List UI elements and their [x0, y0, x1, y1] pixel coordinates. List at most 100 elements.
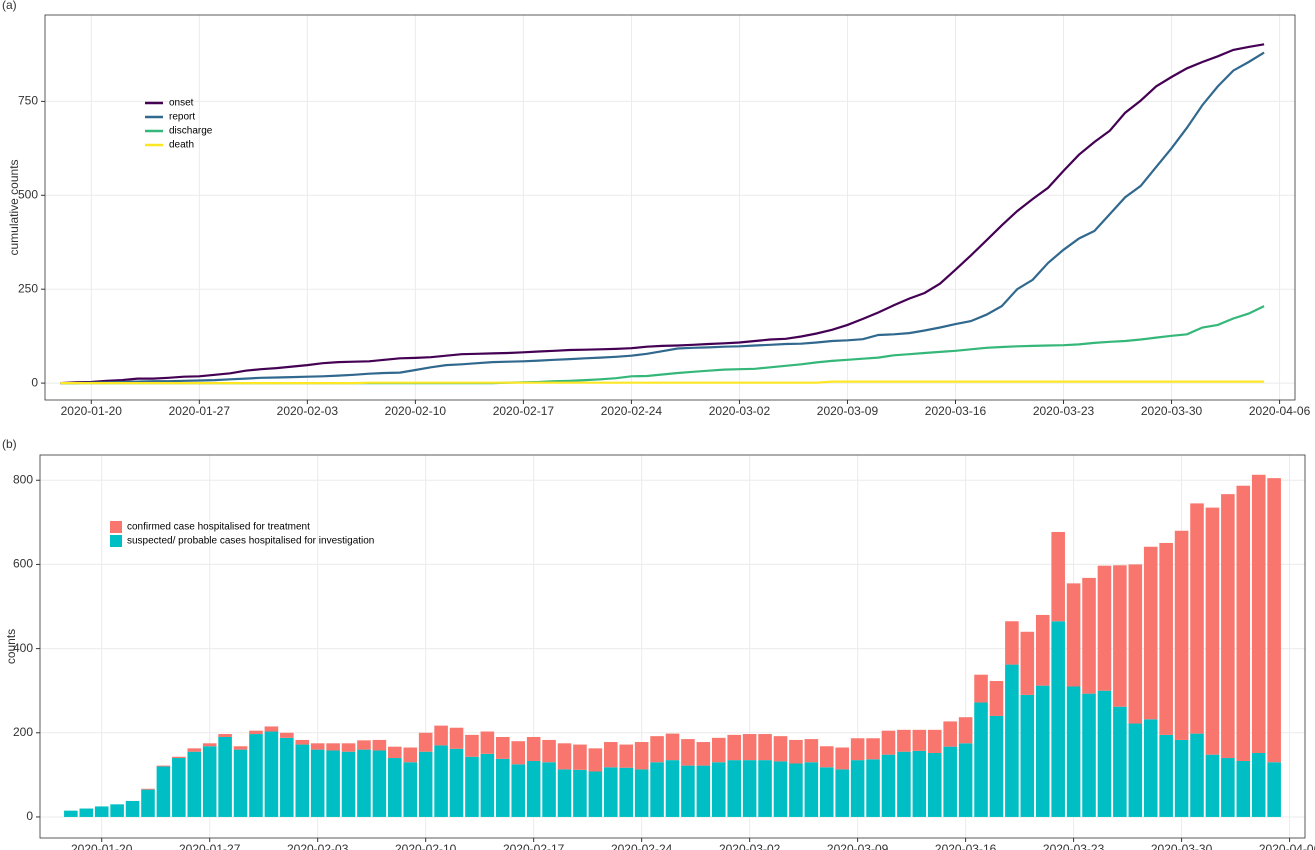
bar-segment — [1066, 583, 1081, 687]
bar-segment — [1205, 754, 1220, 817]
x-tick-label: 2020-03-30 — [1151, 842, 1213, 850]
bar-segment — [958, 743, 973, 817]
bar-segment — [172, 758, 186, 817]
bar-segment — [141, 789, 155, 817]
x-tick-label: 2020-04-06 — [1249, 404, 1311, 418]
legend-label: onset — [169, 98, 194, 109]
y-tick-label: 800 — [13, 472, 33, 486]
bar-segment — [989, 715, 1004, 817]
bar-segment — [619, 744, 634, 768]
bar-segment — [835, 747, 849, 770]
bar-segment — [388, 746, 402, 759]
bar-segment — [357, 749, 371, 817]
bar-segment — [958, 717, 973, 744]
x-tick-label: 2020-02-03 — [277, 404, 339, 418]
bar-segment — [974, 702, 988, 817]
bar-segment — [480, 731, 495, 754]
bar-segment — [1143, 546, 1158, 720]
bar-segment — [156, 766, 171, 817]
bar-segment — [1097, 690, 1112, 817]
x-tick-label: 2020-02-10 — [385, 404, 447, 418]
bar-segment — [804, 762, 819, 817]
bar-segment — [897, 729, 911, 752]
bar-segment — [465, 756, 479, 817]
bar-segment — [1020, 694, 1035, 817]
bar-segment — [650, 736, 664, 763]
bar-segment — [573, 769, 587, 817]
bar-segment — [573, 744, 587, 770]
bar-segment — [974, 674, 988, 703]
bar-segment — [1190, 503, 1204, 734]
bar-segment — [1066, 686, 1081, 817]
bar-segment — [711, 737, 726, 763]
bar-segment — [1174, 530, 1189, 740]
y-tick-label: 0 — [31, 375, 38, 389]
bar-segment — [542, 739, 556, 763]
x-tick-label: 2020-01-20 — [61, 404, 123, 418]
x-tick-label: 2020-03-09 — [817, 404, 879, 418]
bar-segment — [557, 743, 572, 770]
bar-segment — [372, 750, 387, 817]
bar-segment — [850, 760, 865, 817]
bar-segment — [604, 767, 618, 817]
bar-segment — [434, 725, 448, 746]
bar-segment — [341, 751, 356, 817]
bar-segment — [1236, 485, 1251, 761]
bar-segment — [1113, 706, 1127, 817]
bar-segment — [1159, 542, 1173, 735]
y-tick-label: 750 — [18, 94, 38, 108]
plot-border — [44, 14, 1296, 401]
x-tick-label: 2020-02-10 — [395, 842, 457, 850]
bar-segment — [1190, 733, 1204, 817]
bar-segment — [866, 738, 880, 760]
bar-segment — [711, 762, 726, 817]
bar-segment — [588, 771, 603, 817]
bar-segment — [773, 761, 788, 817]
bar-segment — [496, 736, 510, 759]
bar-segment — [249, 734, 263, 817]
bar-segment — [526, 760, 541, 817]
x-tick-label: 2020-01-20 — [71, 842, 133, 850]
bar-segment — [727, 760, 741, 817]
x-tick-label: 2020-02-17 — [503, 842, 565, 850]
bar-segment — [218, 734, 232, 737]
bar-segment — [496, 758, 510, 817]
bar-segment — [819, 746, 834, 768]
bar-segment — [187, 748, 202, 752]
bar-segment — [341, 743, 356, 752]
bar-segment — [64, 810, 78, 817]
y-axis-label: cumulative counts — [7, 159, 21, 255]
bar-segment — [1251, 752, 1266, 817]
bar-segment — [202, 746, 217, 817]
bar-segment — [388, 758, 402, 817]
bar-segment — [449, 748, 464, 817]
bar-segment — [1020, 631, 1035, 695]
bar-segment — [280, 732, 294, 738]
x-tick-label: 2020-04-06 — [1259, 842, 1315, 850]
bar-segment — [372, 739, 387, 751]
bar-segment — [1051, 532, 1065, 622]
line — [60, 51, 1265, 385]
bar-segment — [310, 743, 325, 750]
bar-segment — [218, 736, 232, 817]
y-tick-label: 400 — [13, 641, 33, 655]
x-tick-label: 2020-02-24 — [611, 842, 673, 850]
bar-segment — [511, 764, 526, 817]
bar-segment — [835, 769, 849, 817]
bar-segment — [249, 730, 263, 735]
bar-segment — [233, 749, 248, 817]
line — [60, 43, 1265, 385]
bar-segment — [357, 740, 371, 750]
bar-segment — [619, 767, 634, 817]
bar-segment — [696, 742, 711, 766]
bar-segment — [881, 754, 896, 817]
bar-segment — [1251, 474, 1266, 753]
bar-segment — [1128, 723, 1143, 817]
y-tick-label: 600 — [13, 557, 33, 571]
bar-segment — [110, 804, 124, 817]
y-axis-label: counts — [4, 629, 18, 664]
bar-segment — [989, 681, 1004, 716]
panel-label: (a) — [2, 0, 17, 12]
x-tick-label: 2020-03-02 — [709, 404, 771, 418]
bar-segment — [696, 765, 711, 817]
